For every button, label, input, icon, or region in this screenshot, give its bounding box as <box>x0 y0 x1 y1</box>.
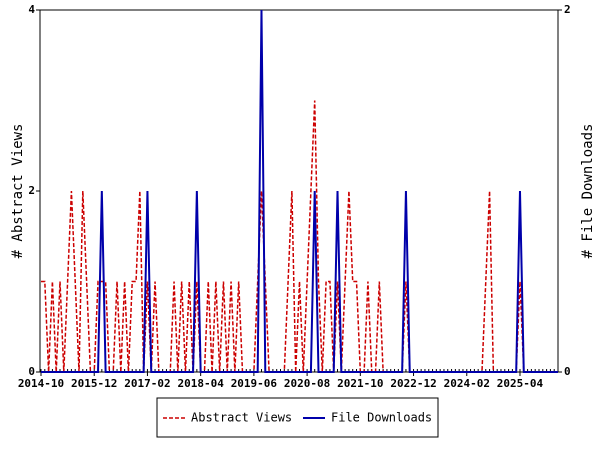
x-tick-label: 2017-02 <box>124 377 170 390</box>
series-line <box>41 100 558 373</box>
y2-axis-label: # File Downloads <box>580 124 596 259</box>
x-tick-label: 2020-08 <box>284 377 330 390</box>
x-tick-label: 2022-12 <box>390 377 436 390</box>
y2-tick-label: 2 <box>564 3 571 16</box>
y-tick-label: 4 <box>28 3 35 16</box>
x-tick-label: 2021-10 <box>337 377 383 390</box>
series-line <box>41 9 558 373</box>
plot-frame <box>39 9 559 373</box>
legend-label: File Downloads <box>331 411 432 425</box>
x-tick-label: 2025-04 <box>497 377 544 390</box>
y-axis-label: # Abstract Views <box>10 124 26 259</box>
y-tick-label: 2 <box>28 184 35 197</box>
x-tick-label: 2014-10 <box>18 377 64 390</box>
x-tick-label: 2019-06 <box>231 377 278 390</box>
legend <box>156 397 439 438</box>
x-tick-label: 2015-12 <box>71 377 117 390</box>
legend-label: Abstract Views <box>191 411 292 425</box>
x-tick-label: 2018-04 <box>177 377 224 390</box>
y-tick-label: 0 <box>28 365 35 378</box>
y2-tick-label: 0 <box>564 365 571 378</box>
x-tick-label: 2024-02 <box>444 377 490 390</box>
